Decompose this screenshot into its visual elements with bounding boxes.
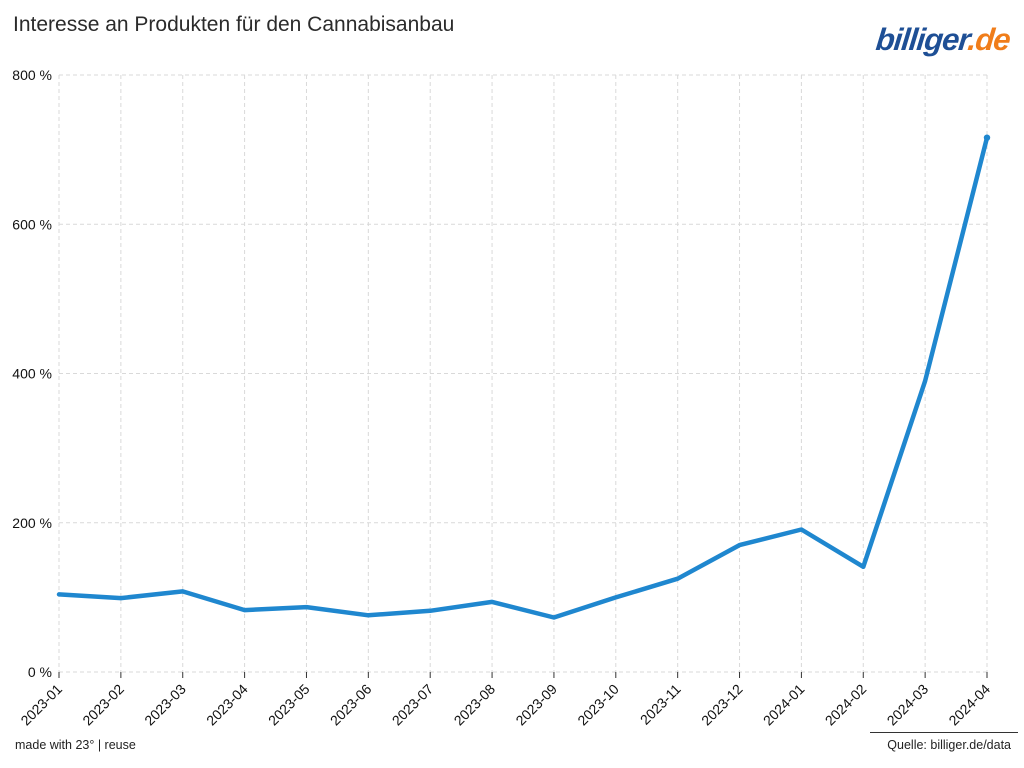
x-tick-label: 2024-01 <box>760 681 808 729</box>
series-line <box>56 135 990 620</box>
y-tick-label: 400 % <box>12 366 52 382</box>
y-tick-label: 0 % <box>28 664 52 680</box>
footer-divider <box>870 732 1018 733</box>
y-tick-label: 800 % <box>12 67 52 83</box>
x-tick-label: 2024-04 <box>945 681 993 729</box>
x-tick-label: 2024-03 <box>884 681 932 729</box>
x-tick-label: 2023-06 <box>327 681 375 729</box>
y-tick-label: 200 % <box>12 515 52 531</box>
x-tick-label: 2024-02 <box>822 681 870 729</box>
x-tick-label: 2023-10 <box>574 681 622 729</box>
x-tick-label: 2023-05 <box>265 681 313 729</box>
footer-credit: made with 23° | reuse <box>15 738 136 752</box>
x-tick-label: 2023-03 <box>141 681 189 729</box>
x-tick-label: 2023-02 <box>79 681 127 729</box>
chart-title: Interesse an Produkten für den Cannabisa… <box>13 13 455 36</box>
x-tick-label: 2023-09 <box>512 681 560 729</box>
x-tick-label: 2023-08 <box>451 681 499 729</box>
x-tick-label: 2023-12 <box>698 681 746 729</box>
x-tick-label: 2023-01 <box>17 681 65 729</box>
x-tick-label: 2023-04 <box>203 681 251 729</box>
y-tick-label: 600 % <box>12 216 52 232</box>
x-tick-label: 2023-07 <box>389 681 437 729</box>
x-tick-label: 2023-11 <box>637 681 684 728</box>
footer-source: Quelle: billiger.de/data <box>887 738 1011 752</box>
series-end-point <box>983 134 991 141</box>
